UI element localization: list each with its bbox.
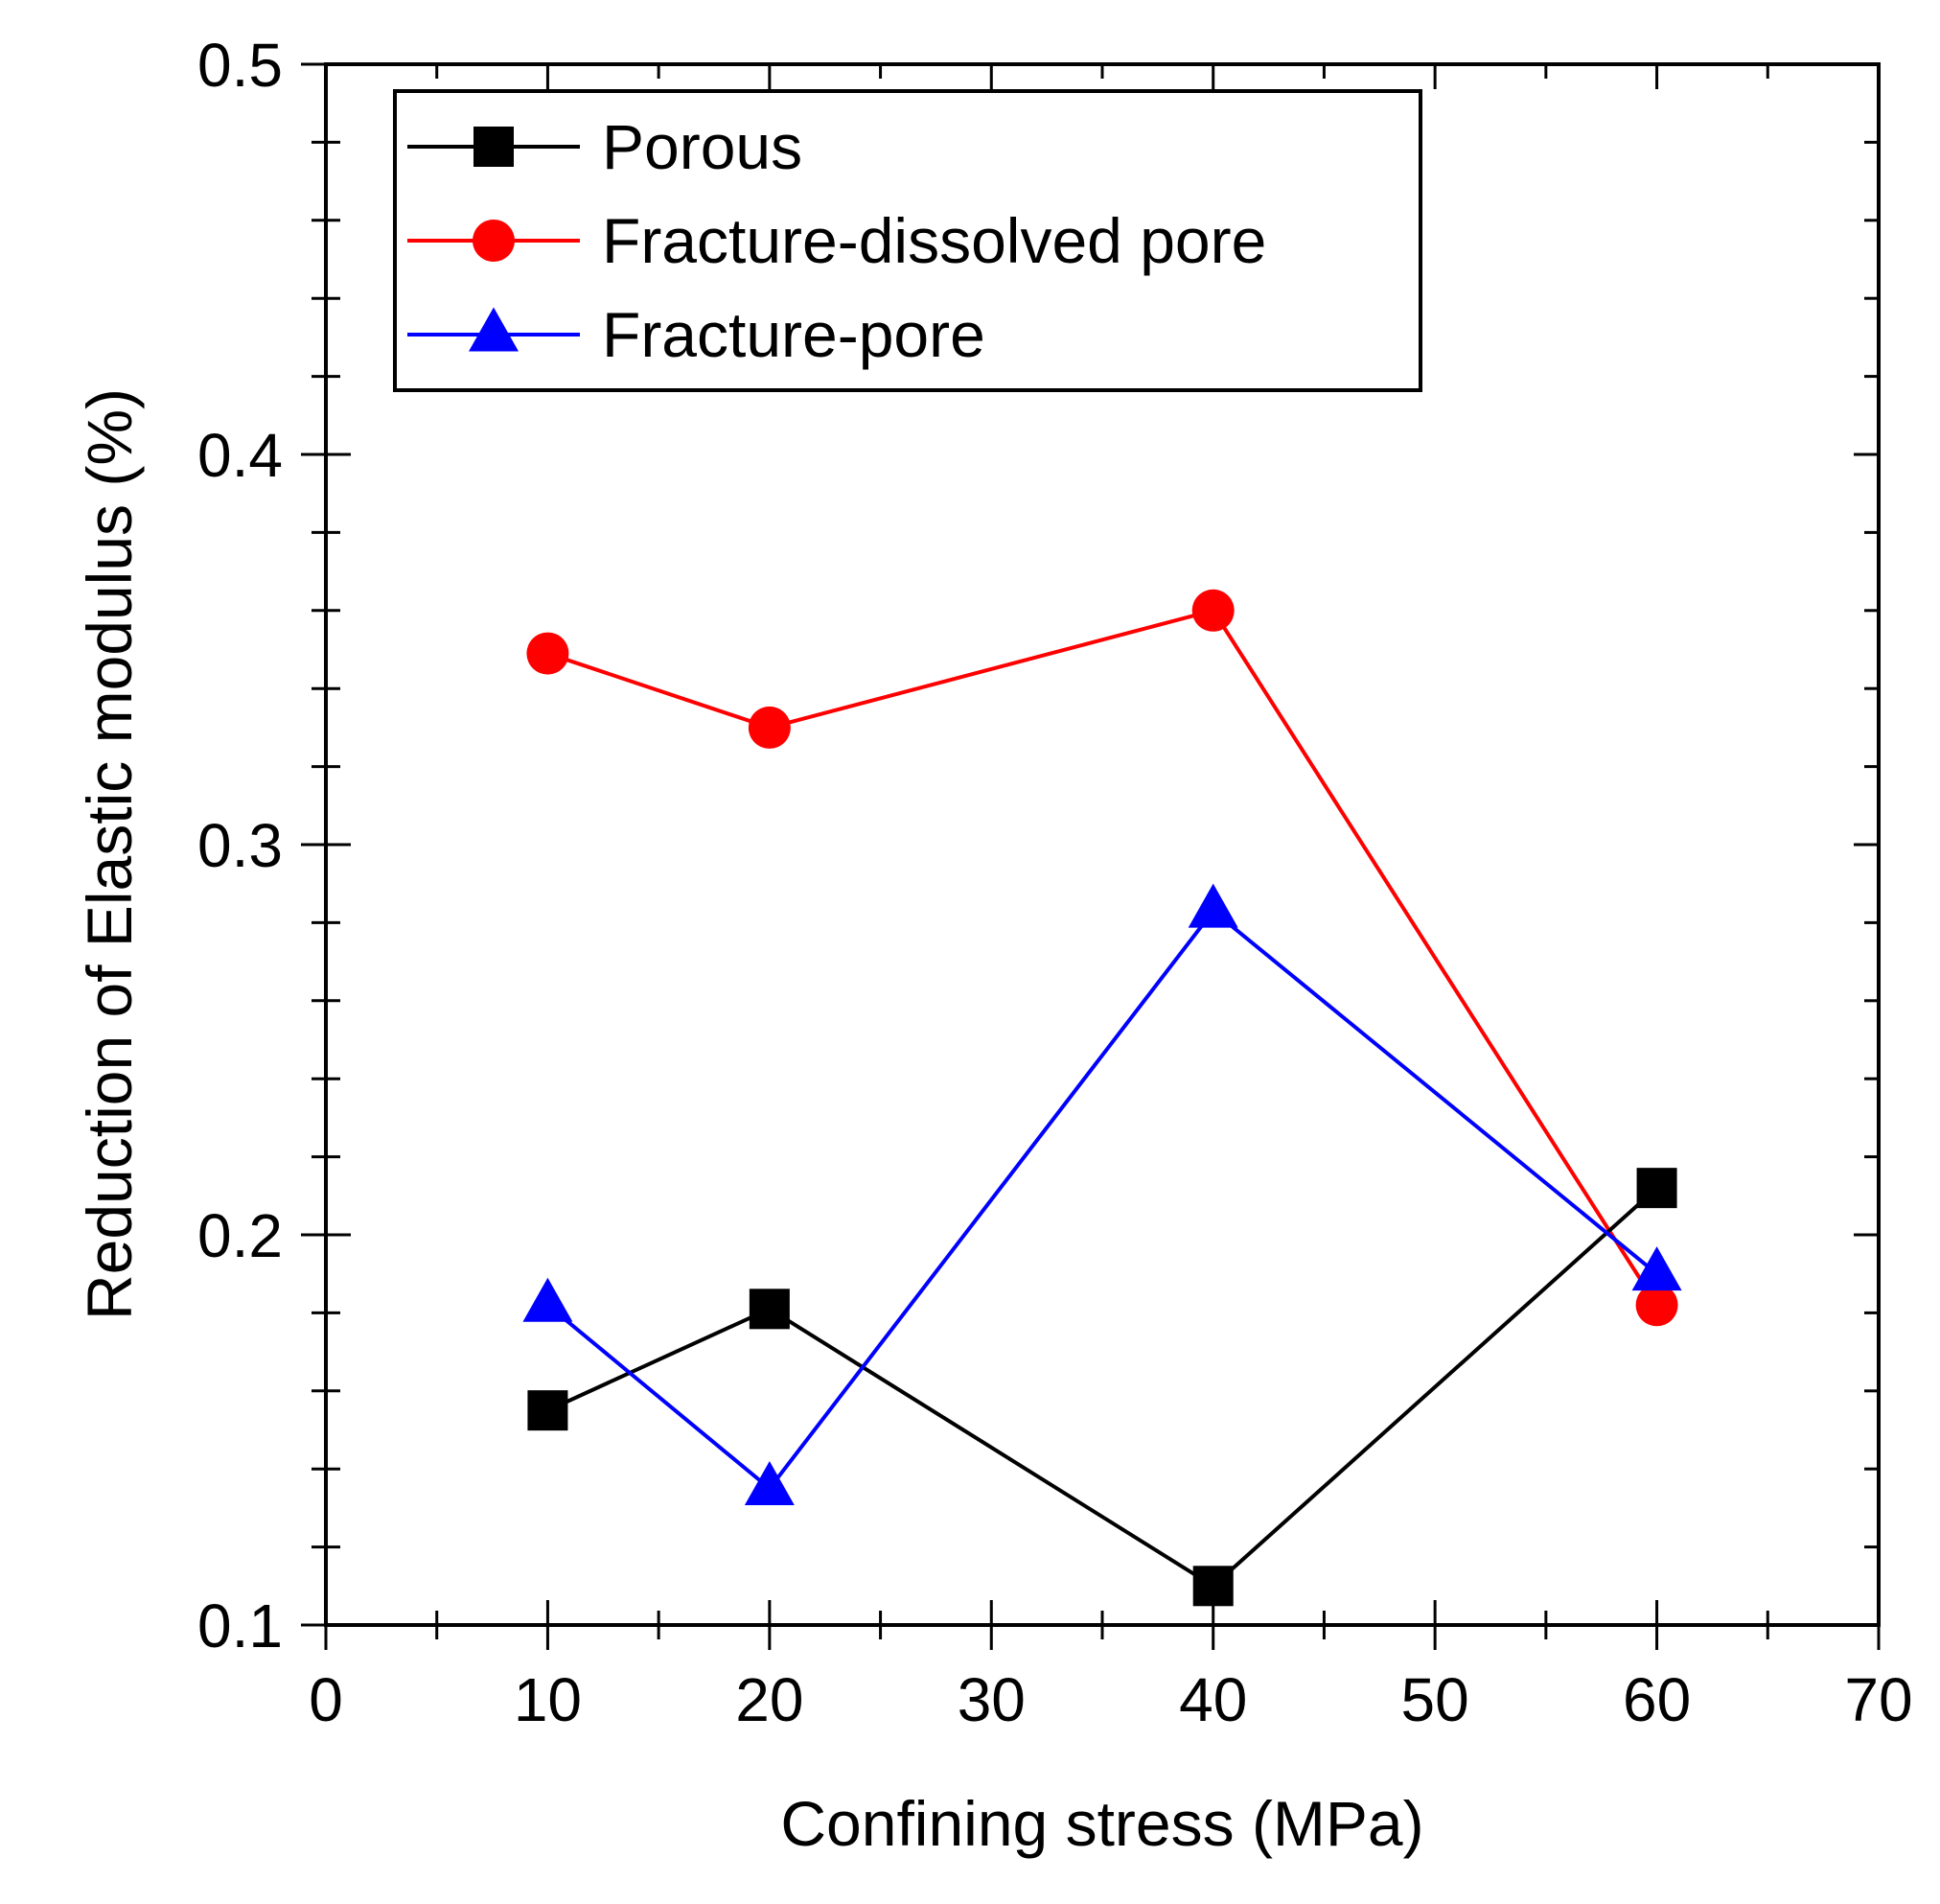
- legend-entry: Fracture-dissolved pore: [407, 205, 1266, 276]
- x-tick-label: 30: [958, 1665, 1026, 1734]
- y-tick-label: 0.3: [197, 811, 283, 880]
- y-tick-label: 0.5: [197, 31, 283, 100]
- legend-label: Fracture-dissolved pore: [602, 205, 1266, 276]
- data-point-circle: [526, 632, 569, 675]
- data-point-circle: [748, 706, 791, 749]
- data-point-square: [749, 1289, 790, 1330]
- legend-marker-triangle: [469, 307, 519, 352]
- legend-label: Fracture-pore: [602, 299, 985, 370]
- data-point-square: [527, 1390, 568, 1431]
- x-tick-label: 70: [1844, 1665, 1912, 1734]
- legend-entry: Porous: [407, 111, 802, 182]
- markers-porous: [527, 1168, 1677, 1607]
- y-tick-label: 0.1: [197, 1591, 283, 1660]
- x-tick-label: 10: [514, 1665, 582, 1734]
- legend-marker-circle: [473, 220, 515, 262]
- x-tick-label: 50: [1401, 1665, 1469, 1734]
- legend-label: Porous: [602, 111, 802, 182]
- series-line: [546, 608, 1659, 1307]
- data-point-circle: [1635, 1284, 1678, 1327]
- markers-fracture-pore: [522, 883, 1682, 1506]
- legend: Porous Fracture-dissolved pore Fracture-po…: [393, 89, 1422, 392]
- markers-fracture-dissolved-pore: [526, 589, 1678, 1327]
- data-point-triangle: [522, 1277, 573, 1322]
- y-axis-title: Reduction of Elastic modulus (%): [74, 388, 145, 1320]
- series-line: [546, 908, 1658, 1492]
- legend-entry: Fracture-pore: [407, 299, 985, 370]
- series-line: [546, 1186, 1658, 1589]
- x-axis-title: Confining stress (MPa): [780, 1788, 1423, 1859]
- data-point-triangle: [1188, 883, 1238, 928]
- legend-marker-square: [473, 127, 514, 167]
- series-fracture-pore: [546, 908, 1658, 1492]
- series-fracture-dissolved-pore: [546, 608, 1659, 1307]
- tick-labels-layer: 0 10 20 30 40 50 60 70 0.1 0.2 0.3 0.4 0.5: [197, 31, 1913, 1734]
- y-tick-label: 0.2: [197, 1201, 283, 1270]
- x-tick-label: 20: [735, 1665, 803, 1734]
- data-point-circle: [1191, 589, 1235, 632]
- x-tick-label: 60: [1623, 1665, 1691, 1734]
- data-point-square: [1636, 1168, 1677, 1209]
- y-tick-label: 0.4: [197, 421, 283, 490]
- series-porous: [546, 1186, 1658, 1589]
- series-layer: [522, 589, 1682, 1607]
- plot-area-frame: [324, 62, 1881, 1627]
- data-point-triangle: [744, 1461, 795, 1506]
- x-tick-label: 40: [1179, 1665, 1247, 1734]
- data-point-square: [1192, 1566, 1234, 1607]
- data-point-triangle: [1631, 1246, 1682, 1291]
- x-tick-label: 0: [309, 1665, 343, 1734]
